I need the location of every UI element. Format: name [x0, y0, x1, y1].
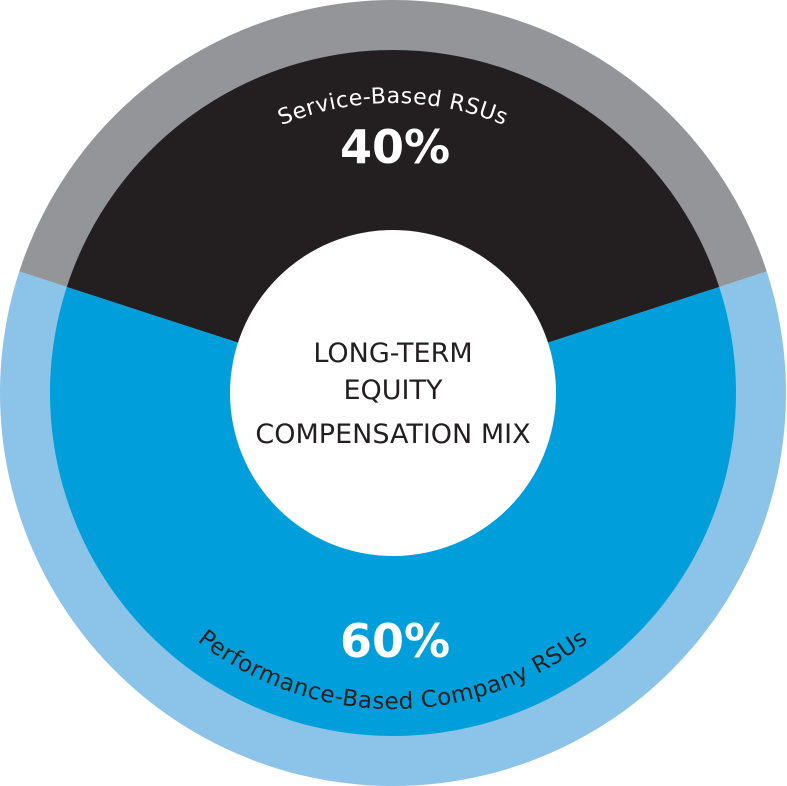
- center-hole: [230, 230, 556, 556]
- slice-service-based-rsus: [66, 50, 720, 394]
- service-based-percent-label: 40%: [340, 120, 450, 174]
- performance-based-percent-label: 60%: [340, 614, 450, 668]
- center-title-line-1: LONG-TERM: [313, 338, 472, 369]
- center-title-line-3: COMPENSATION MIX: [255, 419, 530, 450]
- center-title-line-2: EQUITY: [343, 375, 443, 406]
